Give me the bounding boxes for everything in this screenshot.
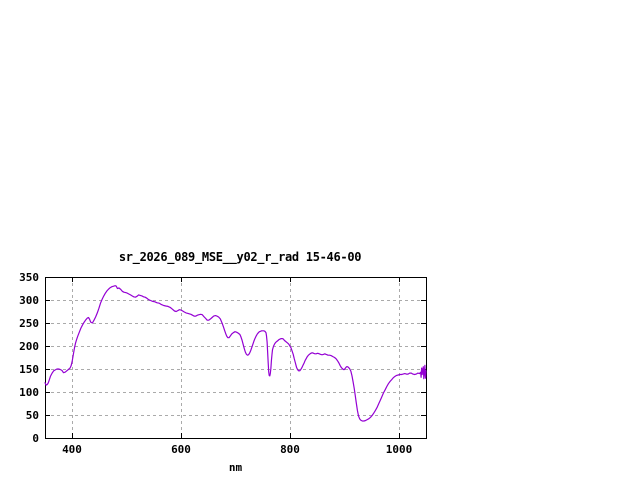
x-tick-label: 1000 bbox=[385, 443, 413, 456]
x-tick-label: 600 bbox=[171, 443, 191, 456]
y-tick-label: 150 bbox=[19, 363, 39, 376]
y-tick-label: 50 bbox=[25, 409, 39, 422]
x-tick-label: 400 bbox=[62, 443, 82, 456]
y-tick-label: 0 bbox=[32, 432, 39, 445]
x-axis-title: nm bbox=[228, 461, 243, 474]
y-tick-label: 200 bbox=[19, 340, 39, 353]
x-tick-label: 800 bbox=[280, 443, 300, 456]
chart-title: sr_2026_089_MSE__y02_r_rad 15-46-00 bbox=[118, 250, 362, 264]
plot-border bbox=[45, 277, 427, 439]
y-tick-label: 350 bbox=[19, 271, 39, 284]
y-tick-label: 100 bbox=[19, 386, 39, 399]
series-line bbox=[44, 285, 427, 422]
y-tick-label: 250 bbox=[19, 317, 39, 330]
y-tick-label: 300 bbox=[19, 294, 39, 307]
